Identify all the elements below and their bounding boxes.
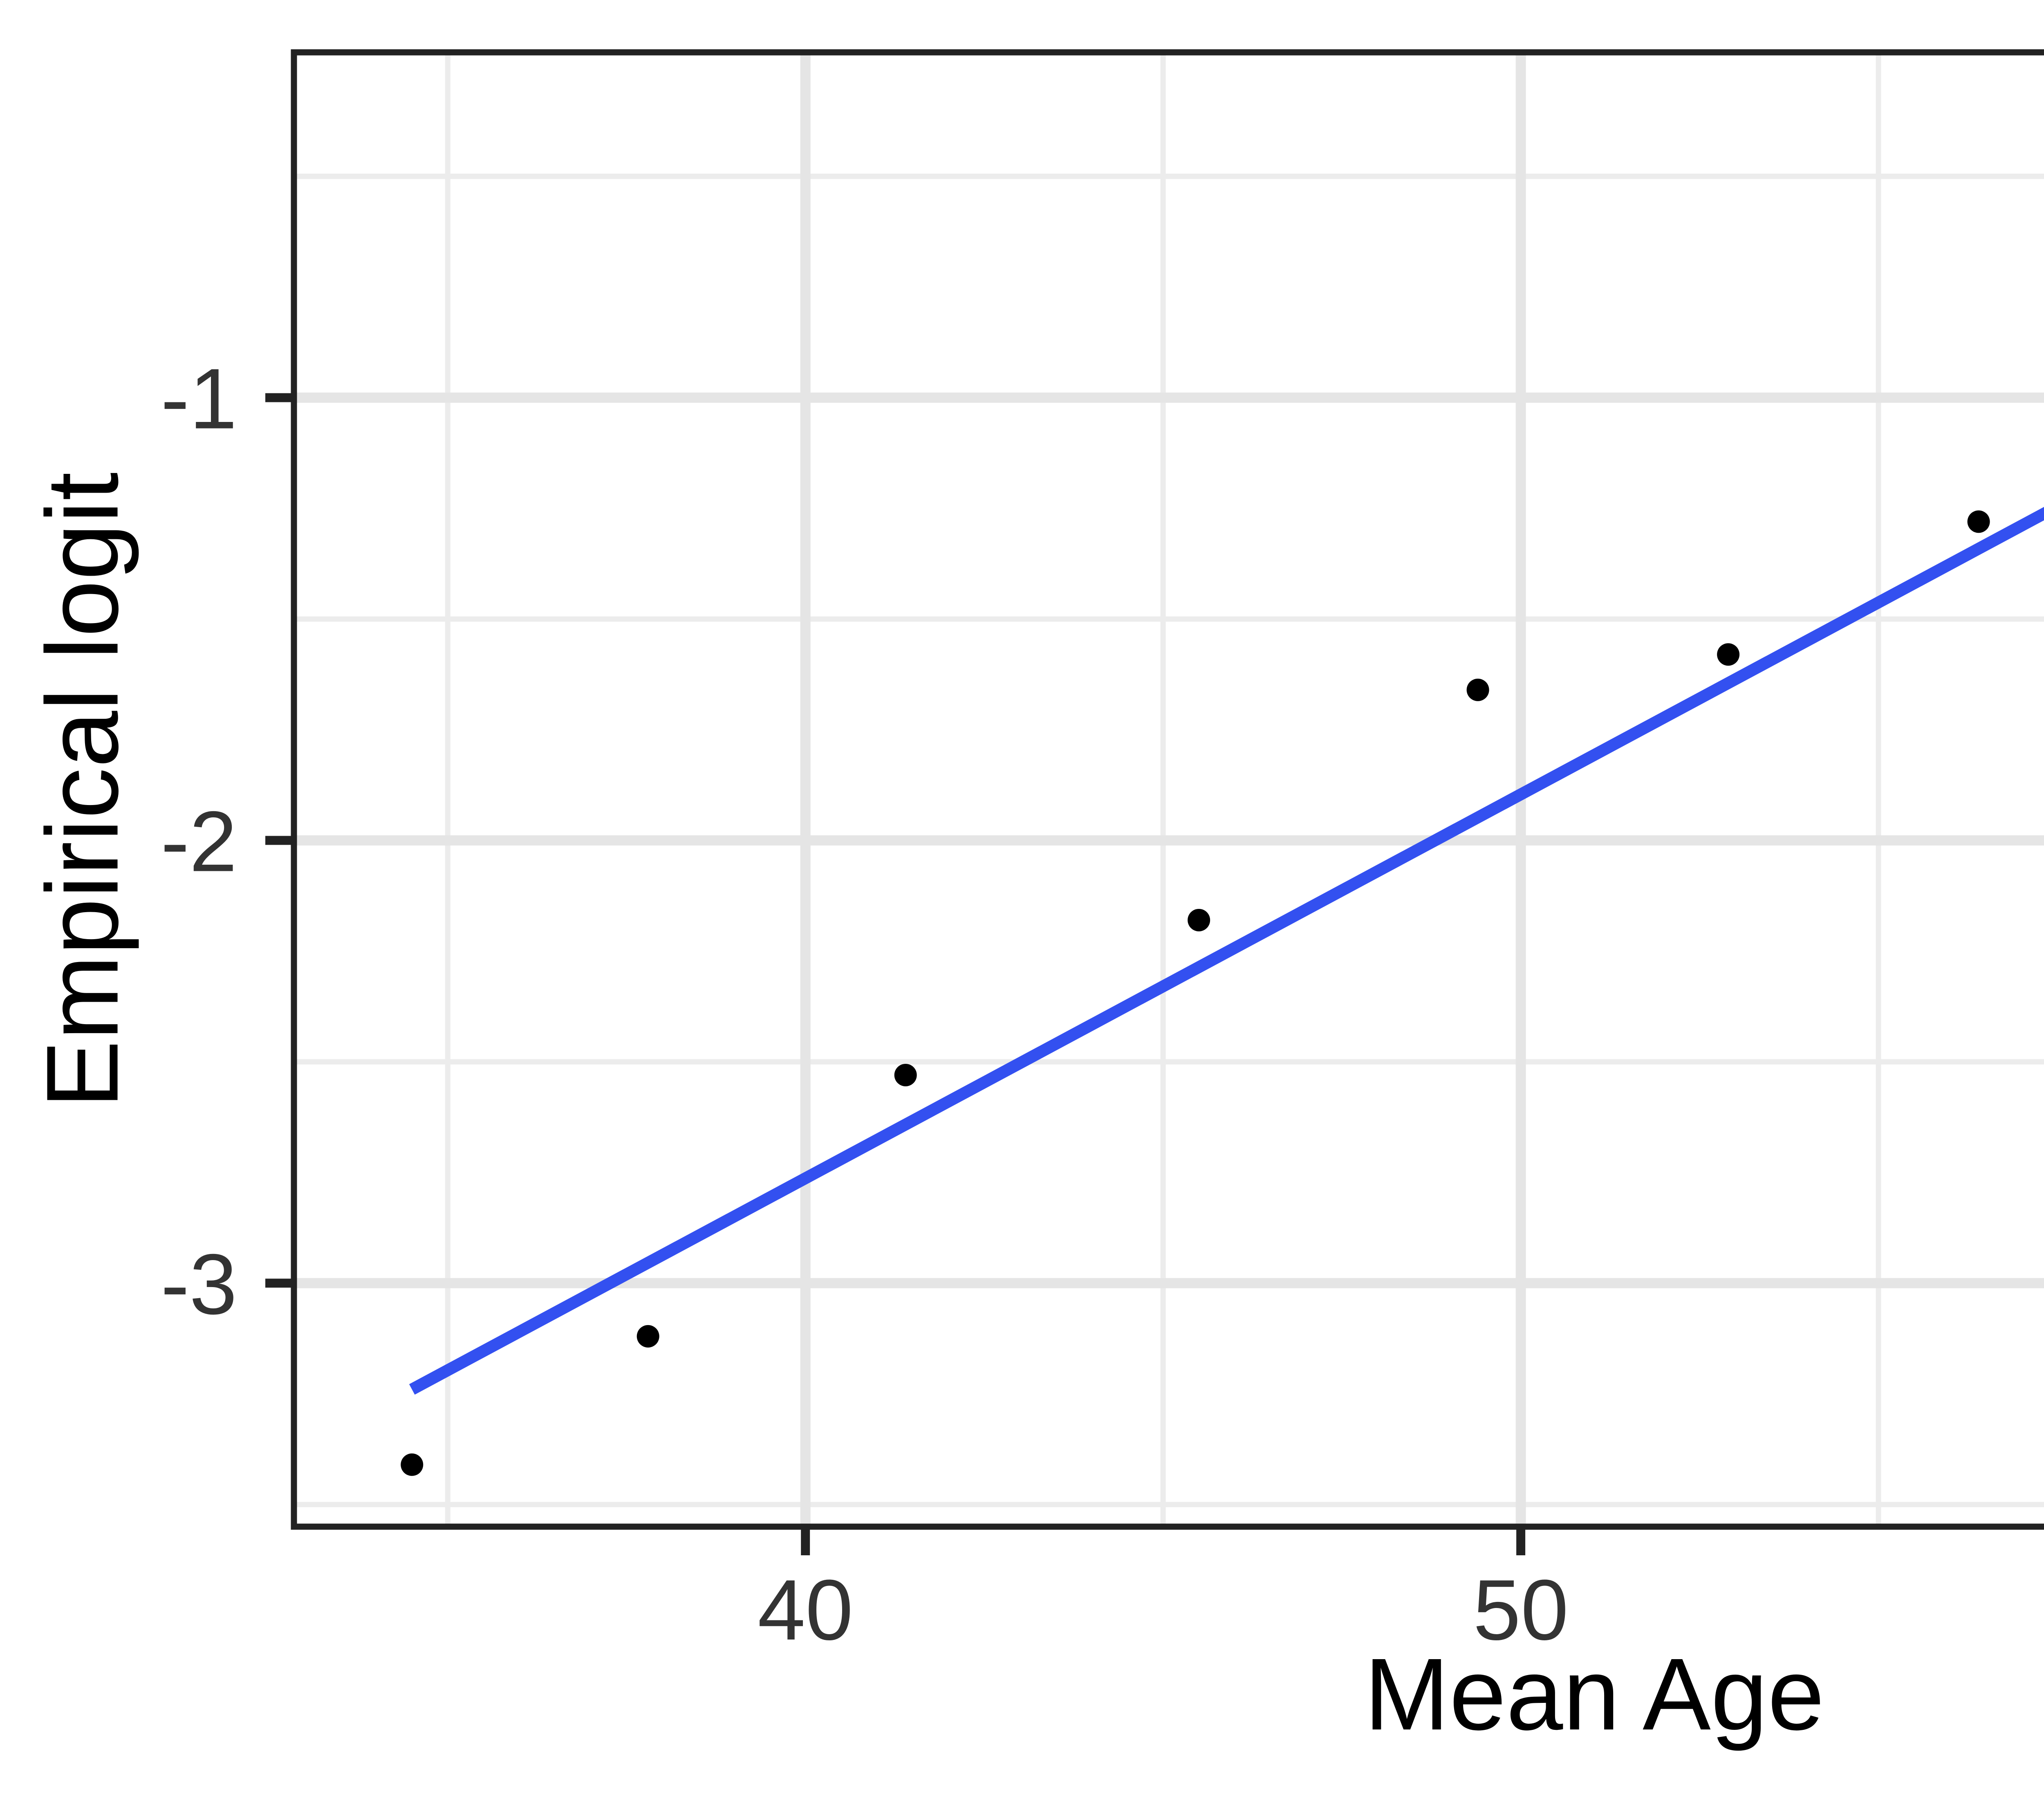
major-gridlines: [294, 52, 2044, 1527]
data-point: [401, 1453, 424, 1476]
data-point: [1188, 908, 1210, 931]
x-axis-title: Mean Age: [1364, 1637, 1824, 1751]
data-point: [894, 1063, 917, 1086]
x-tick-label-40: 40: [758, 1562, 853, 1658]
y-tick-label--3: -3: [161, 1236, 237, 1332]
x-axis-tick-labels: 405060: [758, 1562, 1569, 1658]
y-axis-tick-labels: -1 -2 -3: [161, 351, 237, 1332]
scatter-points: [401, 510, 1990, 1476]
data-point: [1967, 510, 1990, 533]
x-axis-tick-marks: [801, 1527, 1526, 1555]
data-point: [1466, 678, 1489, 701]
y-axis-title: Empirical logit: [25, 472, 139, 1108]
x-tick-label-50: 50: [1473, 1562, 1569, 1658]
minor-gridlines: [294, 52, 2044, 1527]
y-tick-label--1: -1: [161, 351, 237, 447]
panel-border: [291, 49, 2044, 1530]
data-point: [1717, 643, 1740, 666]
trend-line: [409, 507, 2044, 1395]
y-tick-label--2: -2: [161, 794, 237, 890]
data-point: [637, 1325, 659, 1348]
y-axis-tick-marks: [265, 393, 294, 1288]
